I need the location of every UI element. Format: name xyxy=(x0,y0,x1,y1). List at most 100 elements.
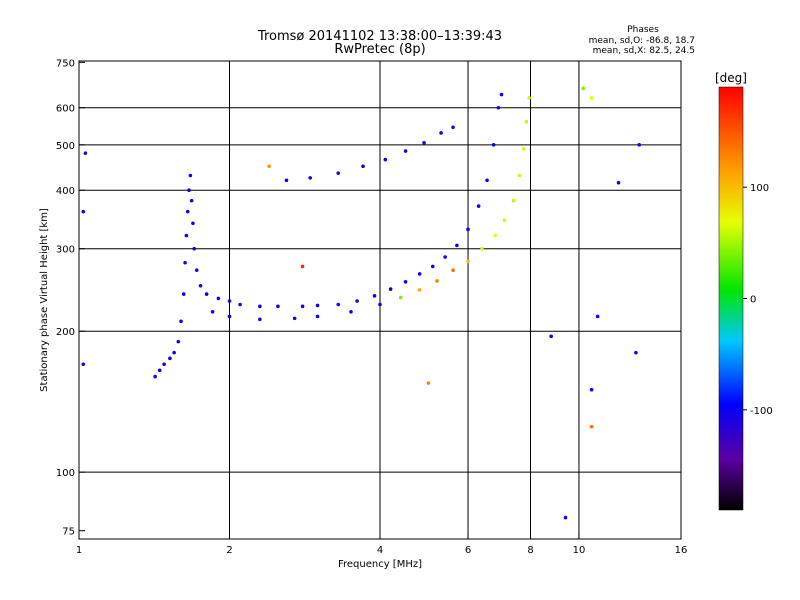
data-point xyxy=(422,140,426,145)
data-point xyxy=(162,362,166,367)
data-point xyxy=(181,292,186,296)
data-point xyxy=(81,209,86,214)
data-point xyxy=(511,198,516,203)
colorbar-ticks: 100 0 -100 xyxy=(743,183,773,417)
data-point xyxy=(378,302,382,307)
data-point xyxy=(430,264,435,269)
x-tick-label: 16 xyxy=(675,545,688,556)
colorbar-unit: [deg] xyxy=(715,71,747,85)
data-point xyxy=(189,198,194,203)
data-point xyxy=(191,221,195,226)
data-point xyxy=(258,317,262,322)
data-point xyxy=(426,381,431,385)
data-point xyxy=(372,294,377,298)
data-point xyxy=(439,131,443,135)
data-point xyxy=(185,209,190,214)
data-point xyxy=(292,316,297,321)
data-point xyxy=(179,319,183,324)
data-point xyxy=(466,259,470,264)
data-point xyxy=(188,173,193,178)
data-point xyxy=(227,299,232,303)
data-point xyxy=(300,304,305,309)
x-axis-ticks: 1 2 4 6 8 10 16 xyxy=(76,533,688,556)
data-point xyxy=(172,350,176,355)
data-points xyxy=(81,86,642,520)
y-tick-label: 750 xyxy=(56,58,75,69)
data-point xyxy=(502,218,507,223)
chart-title: Tromsø 20141102 13:38:00–13:39:43 xyxy=(257,29,502,44)
data-point xyxy=(198,284,203,288)
data-point xyxy=(227,314,232,319)
data-point xyxy=(499,92,504,97)
phase-stats-o: mean, sd,O: -86.8, 18.7 xyxy=(589,36,695,46)
data-point xyxy=(403,149,408,153)
y-tick-label: 300 xyxy=(56,245,75,256)
y-tick-label: 100 xyxy=(56,468,75,479)
data-point xyxy=(349,310,353,314)
x-tick-label: 2 xyxy=(226,545,232,556)
data-point xyxy=(336,171,341,175)
data-point xyxy=(276,304,280,309)
data-point xyxy=(398,295,403,300)
x-tick-label: 10 xyxy=(573,545,586,556)
data-point xyxy=(192,246,197,251)
data-point xyxy=(83,151,88,155)
data-point xyxy=(403,279,408,284)
data-point xyxy=(183,260,187,265)
data-point xyxy=(581,86,586,91)
y-tick-label: 75 xyxy=(62,527,75,538)
data-point xyxy=(480,246,484,251)
data-point xyxy=(184,233,189,238)
data-point xyxy=(361,164,365,169)
x-tick-label: 1 xyxy=(76,545,82,556)
y-tick-label: 600 xyxy=(56,104,75,115)
data-point xyxy=(336,302,341,307)
x-tick-label: 4 xyxy=(377,545,383,556)
data-point xyxy=(238,302,242,307)
data-point xyxy=(388,287,393,291)
data-point xyxy=(563,515,568,520)
data-point xyxy=(451,125,455,130)
data-point xyxy=(491,143,496,147)
data-point xyxy=(216,296,221,301)
data-point xyxy=(435,279,439,283)
colorbar-tick-label: -100 xyxy=(750,406,773,417)
x-tick-label: 6 xyxy=(465,545,471,556)
x-axis-label: Frequency [MHz] xyxy=(338,559,422,570)
y-tick-label: 400 xyxy=(56,186,75,197)
data-point xyxy=(517,173,522,178)
data-point xyxy=(284,178,289,183)
y-axis-label: Stationary phase Virtual Height [km] xyxy=(39,208,50,392)
data-point xyxy=(443,255,447,259)
data-point xyxy=(485,178,489,183)
colorbar xyxy=(718,86,744,511)
data-point xyxy=(634,350,638,355)
data-point xyxy=(549,334,553,339)
y-axis-ticks: 75 100 200 300 400 500 600 750 xyxy=(56,58,85,538)
data-point xyxy=(595,314,600,319)
data-point xyxy=(383,157,388,162)
data-point xyxy=(496,105,501,110)
colorbar-tick-label: 100 xyxy=(750,183,769,194)
y-tick-label: 200 xyxy=(56,327,75,338)
chart-subtitle: RwPretec (8p) xyxy=(334,42,425,57)
phase-stats-x: mean, sd,X: 82.5, 24.5 xyxy=(593,46,695,56)
data-point xyxy=(476,204,481,208)
data-point xyxy=(81,362,86,367)
data-point xyxy=(300,264,305,269)
data-point xyxy=(315,314,320,319)
phase-stats-heading: Phases xyxy=(627,25,659,35)
data-point xyxy=(204,292,209,296)
data-point xyxy=(451,268,455,272)
data-point xyxy=(187,188,191,193)
data-point xyxy=(417,272,422,276)
x-tick-label: 8 xyxy=(527,545,533,556)
data-point xyxy=(521,147,526,151)
data-point xyxy=(417,288,422,292)
data-point xyxy=(589,96,594,100)
data-point xyxy=(210,310,215,314)
grid-lines xyxy=(79,61,681,539)
data-point xyxy=(455,243,459,248)
data-point xyxy=(493,233,498,238)
